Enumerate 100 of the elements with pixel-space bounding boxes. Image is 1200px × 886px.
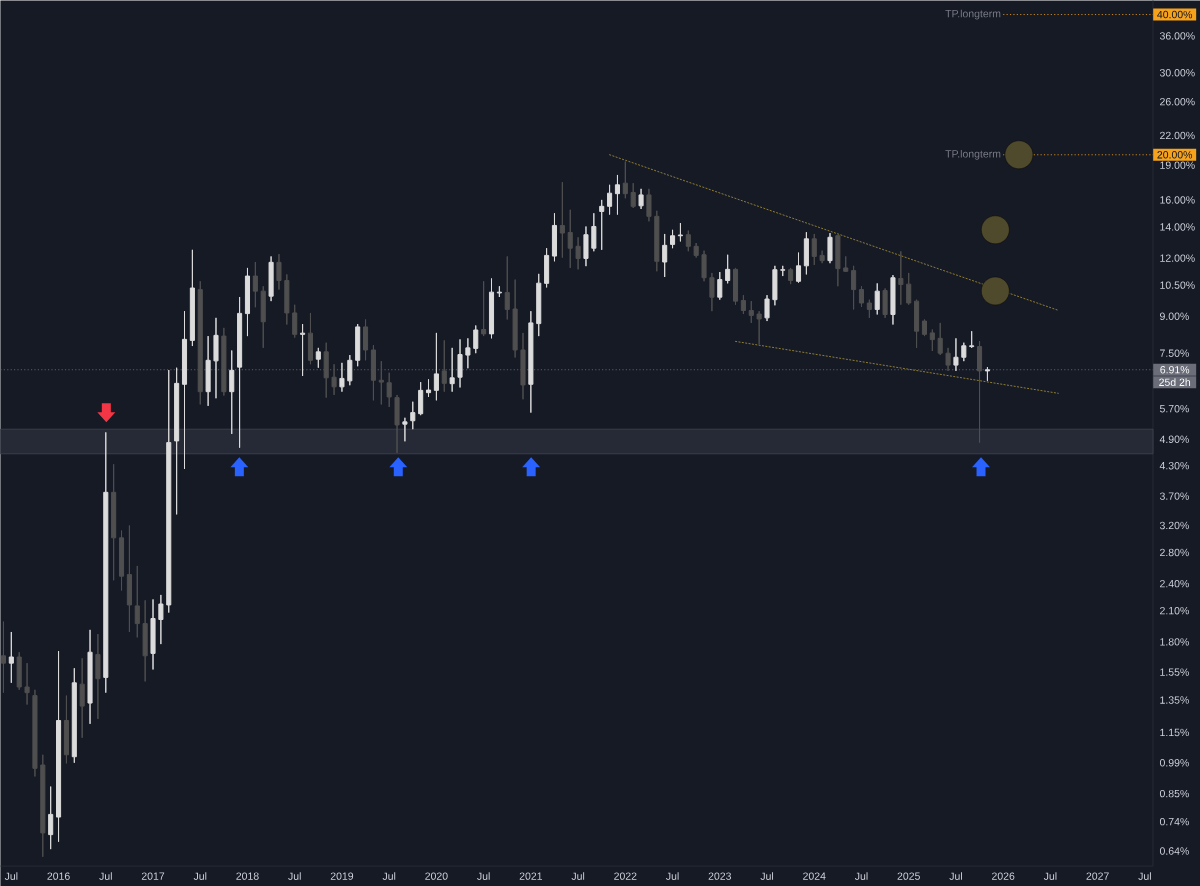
candlestick xyxy=(158,594,164,645)
candlestick xyxy=(189,249,195,347)
candlestick xyxy=(520,332,526,400)
candlestick xyxy=(961,342,967,362)
candlestick xyxy=(284,273,290,325)
candlestick xyxy=(244,267,251,337)
candlestick xyxy=(921,318,927,337)
candlestick xyxy=(937,322,943,356)
text: 25d 2h xyxy=(1159,378,1191,386)
candlestick xyxy=(16,651,22,691)
y-tick-label: 20.00% xyxy=(1157,151,1193,159)
candlestick xyxy=(929,328,935,352)
candlestick xyxy=(874,282,880,315)
candlestick xyxy=(795,252,802,284)
candlestick xyxy=(347,354,353,386)
y-tick-label: 1.55% xyxy=(1160,668,1189,676)
candlestick xyxy=(685,230,691,252)
y-tick-label: 10.50% xyxy=(1160,281,1195,289)
candlestick xyxy=(528,310,534,414)
candlestick xyxy=(252,261,258,308)
x-tick-label: 2024 xyxy=(803,872,826,880)
y-tick-label: 16.00% xyxy=(1160,196,1195,204)
candlestick xyxy=(276,253,282,291)
candlestick xyxy=(111,463,117,581)
candlestick xyxy=(701,250,707,282)
candlestick xyxy=(63,695,69,764)
point xyxy=(1004,140,1034,169)
candlestick xyxy=(756,310,762,345)
candlestick xyxy=(386,372,392,408)
candlestick xyxy=(898,250,904,306)
candlestick xyxy=(709,272,715,312)
x-tick-label: Jul xyxy=(666,872,679,880)
candlestick xyxy=(725,254,731,284)
candlestick xyxy=(512,279,518,358)
x-tick-label: 2018 xyxy=(236,872,259,880)
x-tick-label: Jul xyxy=(193,872,207,880)
point xyxy=(981,276,1010,306)
candlestick xyxy=(740,294,746,315)
candlestick xyxy=(599,199,605,251)
candlestick xyxy=(803,231,809,275)
x-tick-label: 2020 xyxy=(425,872,448,880)
candlestick xyxy=(370,344,376,401)
candlestick xyxy=(693,242,699,259)
candlestick xyxy=(638,188,644,210)
y-tick-label: 19.00% xyxy=(1160,161,1195,169)
y-tick-label: 4.30% xyxy=(1159,461,1189,470)
candlestick xyxy=(544,247,550,288)
y-tick-label: 0.74% xyxy=(1159,817,1189,826)
candlestick xyxy=(126,524,132,633)
y-tick-label: 1.80% xyxy=(1160,638,1189,646)
y-tick-label: 26.00% xyxy=(1160,97,1195,106)
candlestick xyxy=(890,274,896,325)
candlestick xyxy=(764,294,770,322)
candlestick xyxy=(237,296,243,449)
x-tick-label: 2027 xyxy=(1086,872,1109,880)
candlestick xyxy=(71,667,77,764)
x-tick-label: Jul xyxy=(760,872,774,880)
candlestick xyxy=(433,332,439,401)
candlestick xyxy=(481,280,487,337)
y-tick-label: 9.00% xyxy=(1160,312,1189,320)
candlestick xyxy=(843,255,849,273)
candlestick xyxy=(622,161,628,199)
y-tick-label: 2.40% xyxy=(1160,579,1189,588)
y-tick-label: 3.70% xyxy=(1159,492,1189,500)
candlestick xyxy=(866,299,872,319)
candlestick xyxy=(780,265,786,277)
candlestick xyxy=(213,317,219,399)
candlestick xyxy=(8,631,14,684)
y-tick-label: 30.00% xyxy=(1159,68,1195,77)
candlestick xyxy=(79,657,85,739)
y-tick-label: 6.91% xyxy=(1160,365,1190,374)
x-tick-label: Jul xyxy=(99,872,112,880)
candlestick xyxy=(748,300,754,324)
x-tick-label: 2019 xyxy=(330,872,354,880)
x-tick-label: Jul xyxy=(571,872,585,880)
candlestick xyxy=(677,222,683,242)
candlestick xyxy=(827,232,833,264)
candlestick xyxy=(142,599,148,682)
candlestick xyxy=(441,339,447,393)
ref-line-label: TP.longterm xyxy=(945,9,1001,20)
candlestick xyxy=(835,234,841,287)
candlestick xyxy=(174,367,180,515)
candlestick xyxy=(339,362,345,393)
candlestick xyxy=(307,312,313,365)
y-tick-label: 4.90% xyxy=(1159,435,1189,443)
candlestick xyxy=(984,366,990,382)
candlestick xyxy=(197,280,203,405)
candlestick xyxy=(583,225,589,267)
candlestick xyxy=(496,285,502,298)
candlestick xyxy=(488,277,495,339)
candlestick xyxy=(425,378,432,398)
candlestick xyxy=(614,174,620,216)
x-tick-label: Jul xyxy=(288,872,301,880)
x-tick-label: Jul xyxy=(854,872,868,880)
candlestick xyxy=(882,287,888,319)
x-tick-label: 2026 xyxy=(992,872,1015,880)
candlestick xyxy=(465,337,471,369)
candlestick xyxy=(355,323,361,367)
x-tick-label: 2023 xyxy=(708,872,731,880)
x-tick-label: Jul xyxy=(949,872,962,880)
